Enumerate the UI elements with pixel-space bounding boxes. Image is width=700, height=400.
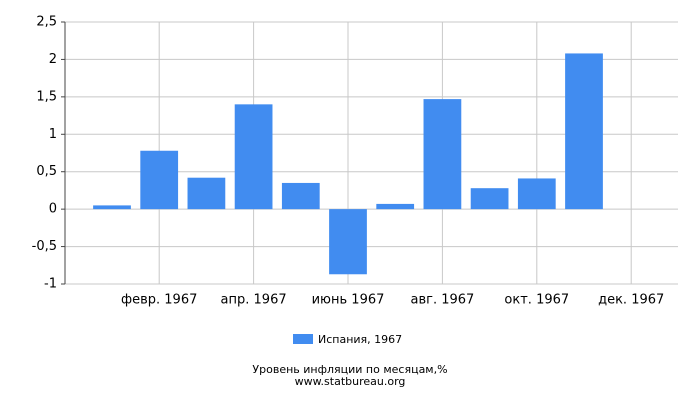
bar	[423, 99, 462, 210]
bar	[329, 209, 367, 275]
y-tick-label: 2,5	[36, 15, 57, 30]
bar	[234, 104, 273, 210]
bar	[93, 205, 131, 210]
legend-swatch	[293, 334, 313, 344]
y-tick-label: 2	[49, 52, 57, 67]
y-tick-label: 0	[49, 202, 57, 217]
bar	[187, 177, 226, 210]
y-tick-label: 0,5	[36, 164, 57, 179]
legend-label: Испания, 1967	[318, 333, 402, 346]
x-tick-label: апр. 1967	[221, 293, 287, 308]
bar	[470, 188, 509, 210]
y-tick-label: -1	[44, 277, 57, 292]
x-tick-label: дек. 1967	[598, 293, 664, 308]
source: www.statbureau.org	[295, 375, 406, 388]
bar	[565, 53, 603, 210]
bar	[140, 150, 179, 210]
y-tick-label: 1,5	[36, 89, 57, 104]
x-tick-label: февр. 1967	[121, 293, 197, 308]
y-tick-label: -0,5	[32, 239, 57, 254]
x-tick-label: июнь 1967	[312, 293, 385, 308]
x-tick-label: авг. 1967	[410, 293, 474, 308]
x-tick-label: окт. 1967	[504, 293, 569, 308]
bar	[376, 203, 415, 210]
chart-title: Уровень инфляции по месяцам,%	[252, 363, 447, 376]
bar	[517, 178, 556, 210]
y-tick-label: 1	[49, 127, 57, 142]
bar	[281, 182, 320, 210]
